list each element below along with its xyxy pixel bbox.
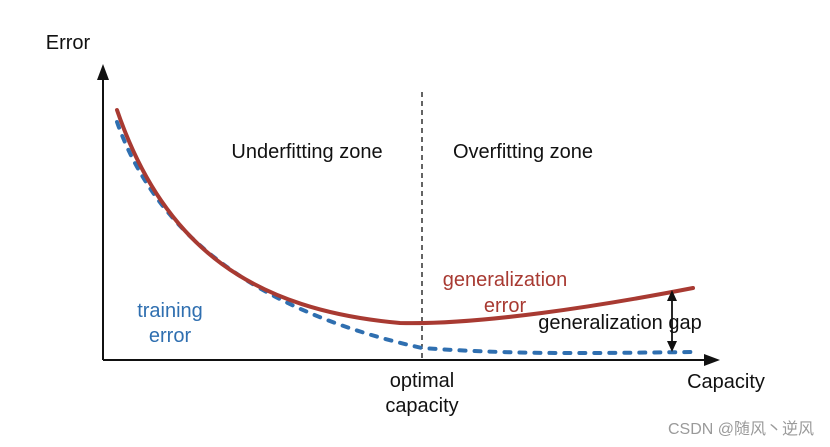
x-axis-label: Capacity bbox=[687, 371, 765, 393]
training-error-label-line1: training bbox=[137, 300, 203, 322]
x-axis-arrowhead bbox=[704, 354, 720, 366]
generalization-error-label-line1: generalization bbox=[443, 269, 568, 291]
overfitting-zone-label: Overfitting zone bbox=[453, 141, 593, 163]
optimal-capacity-label-line2: capacity bbox=[385, 395, 458, 417]
generalization-error-curve bbox=[115, 108, 695, 326]
y-axis-arrowhead bbox=[97, 64, 109, 80]
generalization-gap-arrow bbox=[667, 290, 677, 352]
generalization-gap-label: generalization gap bbox=[538, 312, 701, 334]
underfitting-zone-label: Underfitting zone bbox=[231, 141, 382, 163]
watermark: CSDN @随风丶逆风 bbox=[668, 420, 814, 438]
axes bbox=[97, 64, 720, 366]
y-axis-label: Error bbox=[46, 32, 91, 54]
training-error-label-line2: error bbox=[149, 325, 192, 347]
optimal-capacity-label-line1: optimal bbox=[390, 370, 454, 392]
generalization-error-label-line2: error bbox=[484, 295, 527, 317]
